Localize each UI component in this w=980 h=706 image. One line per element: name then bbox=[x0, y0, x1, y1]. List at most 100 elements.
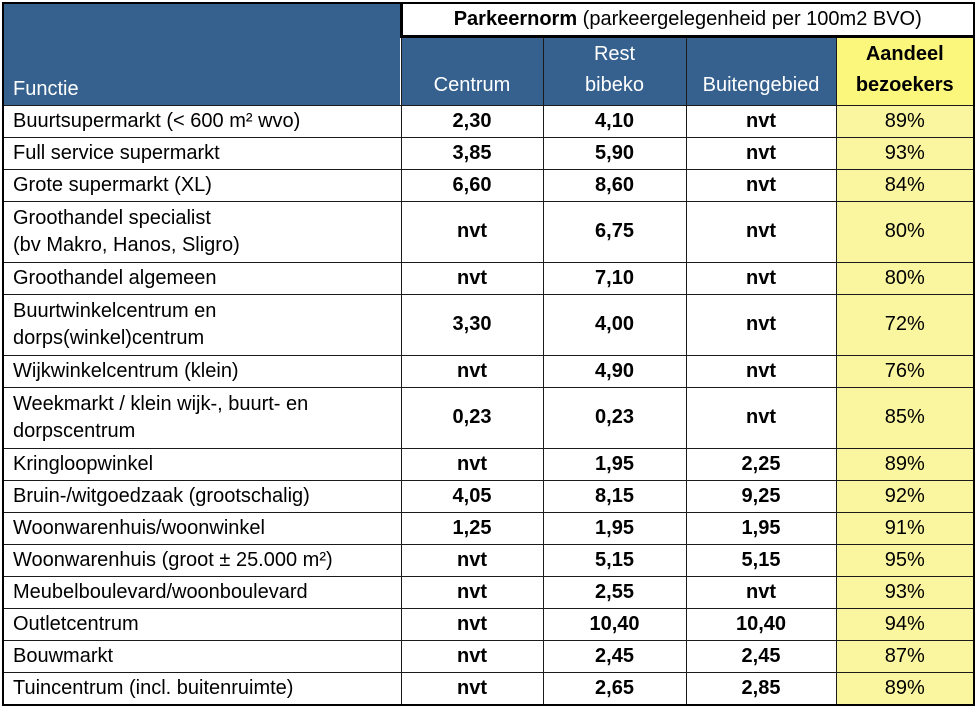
buitengebied-cell: 2,85 bbox=[685, 671, 837, 705]
table-title: Parkeernorm (parkeergelegenheid per 100m… bbox=[399, 2, 975, 38]
rest-bibeko-cell: 2,65 bbox=[542, 671, 687, 705]
functie-cell: Buurtsupermarkt (< 600 m² wvo) bbox=[2, 104, 402, 138]
aandeel-header-line1: Aandeel bbox=[865, 42, 944, 65]
functie-cell: Bouwmarkt bbox=[2, 639, 402, 673]
centrum-cell: nvt bbox=[400, 543, 544, 577]
aandeel-bezoekers-cell: 72% bbox=[835, 293, 975, 356]
table-title-bold: Parkeernorm bbox=[453, 7, 578, 30]
table-row: Bouwmarkt nvt 2,45 2,45 87% bbox=[2, 639, 975, 673]
centrum-cell: nvt bbox=[400, 607, 544, 641]
column-header-rest-bibeko: Rest bibeko bbox=[542, 35, 687, 106]
centrum-cell: nvt bbox=[400, 447, 544, 481]
table-row: Groothandel algemeen nvt 7,10 nvt 80% bbox=[2, 261, 975, 295]
aandeel-bezoekers-cell: 89% bbox=[835, 671, 975, 705]
functie-header-label: Functie bbox=[13, 77, 79, 100]
table-row: Grote supermarkt (XL) 6,60 8,60 nvt 84% bbox=[2, 168, 975, 202]
aandeel-bezoekers-cell: 84% bbox=[835, 168, 975, 202]
centrum-cell: nvt bbox=[400, 575, 544, 609]
aandeel-bezoekers-cell: 94% bbox=[835, 607, 975, 641]
rest-bibeko-cell: 5,15 bbox=[542, 543, 687, 577]
functie-cell: Outletcentrum bbox=[2, 607, 402, 641]
buitengebied-cell: nvt bbox=[685, 575, 837, 609]
buitengebied-header-label: Buitengebied bbox=[702, 73, 820, 96]
buitengebied-cell: nvt bbox=[685, 136, 837, 170]
centrum-cell: 6,60 bbox=[400, 168, 544, 202]
table-row: Tuincentrum (incl. buitenruimte) nvt 2,65 2… bbox=[2, 671, 975, 705]
rest-bibeko-cell: 8,15 bbox=[542, 479, 687, 513]
rest-bibeko-header-line2: bibeko bbox=[585, 73, 644, 96]
functie-cell: Woonwarenhuis/woonwinkel bbox=[2, 511, 402, 545]
functie-cell: Wijkwinkelcentrum (klein) bbox=[2, 354, 402, 388]
centrum-cell: 3,30 bbox=[400, 293, 544, 356]
centrum-cell: 0,23 bbox=[400, 386, 544, 449]
aandeel-bezoekers-cell: 89% bbox=[835, 104, 975, 138]
table-row: Outletcentrum nvt 10,40 10,40 94% bbox=[2, 607, 975, 641]
rest-bibeko-cell: 0,23 bbox=[542, 386, 687, 449]
column-header-aandeel-bezoekers: Aandeel bezoekers bbox=[835, 35, 975, 106]
centrum-header-label: Centrum bbox=[433, 73, 511, 96]
functie-cell: Meubelboulevard/woonboulevard bbox=[2, 575, 402, 609]
aandeel-bezoekers-cell: 93% bbox=[835, 136, 975, 170]
centrum-cell: nvt bbox=[400, 671, 544, 705]
aandeel-header-line2: bezoekers bbox=[855, 73, 954, 96]
centrum-cell: 3,85 bbox=[400, 136, 544, 170]
buitengebied-cell: 2,45 bbox=[685, 639, 837, 673]
aandeel-bezoekers-cell: 93% bbox=[835, 575, 975, 609]
table-row: Groothandel specialist (bv Makro, Hanos,… bbox=[2, 200, 975, 263]
buitengebied-cell: nvt bbox=[685, 293, 837, 356]
table-row: Kringloopwinkel nvt 1,95 2,25 89% bbox=[2, 447, 975, 481]
rest-bibeko-cell: 1,95 bbox=[542, 511, 687, 545]
functie-cell: Bruin-/witgoedzaak (grootschalig) bbox=[2, 479, 402, 513]
buitengebied-cell: nvt bbox=[685, 200, 837, 263]
centrum-cell: nvt bbox=[400, 261, 544, 295]
rest-bibeko-cell: 4,10 bbox=[542, 104, 687, 138]
rest-bibeko-cell: 5,90 bbox=[542, 136, 687, 170]
aandeel-bezoekers-cell: 91% bbox=[835, 511, 975, 545]
column-header-centrum: Centrum bbox=[400, 35, 544, 106]
table-title-subtitle: (parkeergelegenheid per 100m2 BVO) bbox=[577, 7, 922, 30]
aandeel-bezoekers-cell: 95% bbox=[835, 543, 975, 577]
functie-cell: Kringloopwinkel bbox=[2, 447, 402, 481]
rest-bibeko-cell: 8,60 bbox=[542, 168, 687, 202]
centrum-cell: nvt bbox=[400, 200, 544, 263]
rest-bibeko-cell: 2,55 bbox=[542, 575, 687, 609]
aandeel-bezoekers-cell: 80% bbox=[835, 261, 975, 295]
rest-bibeko-header-line1: Rest bbox=[593, 42, 636, 65]
buitengebied-cell: 9,25 bbox=[685, 479, 837, 513]
rest-bibeko-cell: 4,00 bbox=[542, 293, 687, 356]
rest-bibeko-cell: 1,95 bbox=[542, 447, 687, 481]
rest-bibeko-cell: 4,90 bbox=[542, 354, 687, 388]
buitengebied-cell: 10,40 bbox=[685, 607, 837, 641]
centrum-cell: 2,30 bbox=[400, 104, 544, 138]
functie-cell: Buurtwinkelcentrum en dorps(winkel)centr… bbox=[2, 293, 402, 356]
table-body: Buurtsupermarkt (< 600 m² wvo) 2,30 4,10 nv… bbox=[2, 104, 975, 705]
aandeel-bezoekers-cell: 76% bbox=[835, 354, 975, 388]
buitengebied-cell: nvt bbox=[685, 386, 837, 449]
table-row: Bruin-/witgoedzaak (grootschalig) 4,05 8,1… bbox=[2, 479, 975, 513]
table-row: Buurtsupermarkt (< 600 m² wvo) 2,30 4,10 nv… bbox=[2, 104, 975, 138]
aandeel-bezoekers-cell: 80% bbox=[835, 200, 975, 263]
table-row: Wijkwinkelcentrum (klein) nvt 4,90 nvt 76% bbox=[2, 354, 975, 388]
table-row: Buurtwinkelcentrum en dorps(winkel)centr… bbox=[2, 293, 975, 356]
centrum-cell: nvt bbox=[400, 354, 544, 388]
functie-cell: Woonwarenhuis (groot ± 25.000 m²) bbox=[2, 543, 402, 577]
functie-cell: Weekmarkt / klein wijk-, buurt- en dorps… bbox=[2, 386, 402, 449]
table-row: Woonwarenhuis/woonwinkel 1,25 1,95 1,95 91% bbox=[2, 511, 975, 545]
table-row: Weekmarkt / klein wijk-, buurt- en dorps… bbox=[2, 386, 975, 449]
rest-bibeko-cell: 7,10 bbox=[542, 261, 687, 295]
aandeel-bezoekers-cell: 87% bbox=[835, 639, 975, 673]
column-header-functie: Functie bbox=[2, 2, 402, 106]
column-header-buitengebied: Buitengebied bbox=[685, 35, 837, 106]
buitengebied-cell: 1,95 bbox=[685, 511, 837, 545]
banner-row: Functie Parkeernorm (parkeergelegenheid … bbox=[2, 2, 975, 106]
column-header-row: Centrum Rest bibeko Buitengebied Aandeel… bbox=[3, 35, 975, 106]
aandeel-bezoekers-cell: 85% bbox=[835, 386, 975, 449]
buitengebied-cell: 2,25 bbox=[685, 447, 837, 481]
rest-bibeko-cell: 2,45 bbox=[542, 639, 687, 673]
aandeel-bezoekers-cell: 92% bbox=[835, 479, 975, 513]
rest-bibeko-cell: 10,40 bbox=[542, 607, 687, 641]
functie-cell: Groothandel algemeen bbox=[2, 261, 402, 295]
functie-cell: Grote supermarkt (XL) bbox=[2, 168, 402, 202]
buitengebied-cell: nvt bbox=[685, 168, 837, 202]
